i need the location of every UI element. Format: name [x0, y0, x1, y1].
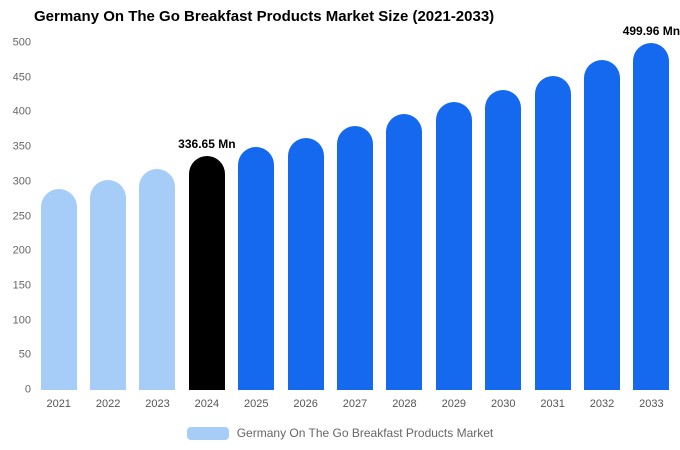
x-label-2032: 2032 — [589, 398, 615, 410]
y-tick-200: 200 — [12, 244, 31, 257]
bar-2021[interactable] — [40, 188, 77, 390]
bar-2028[interactable] — [386, 114, 423, 390]
bar-column-2023 — [133, 43, 182, 390]
plot-column: 336.65 Mn 499.96 Mn 2021 2022 2023 2024 2025 2… — [34, 24, 680, 410]
bar-column-2022 — [83, 43, 132, 390]
x-label-2025: 2025 — [244, 398, 269, 410]
x-label-2022: 2022 — [95, 398, 121, 410]
bar-column-2026 — [281, 43, 330, 390]
bar-2029[interactable] — [435, 102, 472, 390]
x-label-2021: 2021 — [46, 398, 71, 410]
y-tick-300: 300 — [12, 175, 31, 188]
bar-column-2025 — [232, 43, 281, 390]
bar-2022[interactable] — [90, 179, 127, 390]
bar-column-2031 — [528, 43, 577, 390]
x-label-2027: 2027 — [342, 398, 368, 410]
bar-2032[interactable] — [583, 60, 620, 390]
y-tick-50: 50 — [18, 348, 31, 361]
y-tick-450: 450 — [12, 71, 31, 84]
x-label-2024: 2024 — [194, 398, 220, 410]
bars-area: 336.65 Mn 499.96 Mn — [34, 24, 680, 390]
chart-plot-area: 0 50 100 150 200 250 300 350 400 450 500 336.65 Mn… — [8, 24, 680, 410]
bar-column-2027 — [330, 43, 379, 390]
y-tick-350: 350 — [12, 140, 31, 153]
x-label-2023: 2023 — [145, 398, 170, 410]
x-label-2026: 2026 — [293, 398, 318, 410]
bar-column-2030 — [479, 43, 528, 390]
legend-label: Germany On The Go Breakfast Products Mar… — [236, 426, 494, 440]
legend-swatch-icon — [186, 426, 229, 440]
x-label-2030: 2030 — [490, 398, 516, 410]
y-tick-150: 150 — [12, 279, 31, 292]
bar-column-2021 — [34, 43, 83, 390]
bar-2027[interactable] — [337, 126, 374, 390]
bar-2030[interactable] — [485, 89, 522, 390]
x-label-2028: 2028 — [392, 398, 417, 410]
x-label-2033: 2033 — [639, 398, 664, 410]
y-tick-500: 500 — [12, 36, 31, 49]
bar-column-2029 — [429, 43, 478, 390]
bar-annotation-2024: 336.65 Mn — [178, 137, 236, 152]
bar-2026[interactable] — [287, 138, 324, 390]
y-tick-0: 0 — [24, 383, 31, 396]
bar-2024[interactable] — [188, 156, 225, 390]
y-axis: 0 50 100 150 200 250 300 350 400 450 500 — [8, 37, 34, 395]
bar-annotation-2033: 499.96 Mn — [622, 24, 680, 39]
y-tick-400: 400 — [12, 105, 31, 118]
bar-column-2028 — [380, 43, 429, 390]
bar-column-2024: 336.65 Mn — [178, 43, 236, 390]
x-axis-labels: 2021 2022 2023 2024 2025 2026 2027 2028 2029 2030… — [34, 398, 676, 410]
x-label-2029: 2029 — [441, 398, 467, 410]
y-tick-100: 100 — [12, 314, 31, 327]
y-tick-250: 250 — [12, 210, 31, 222]
bar-2031[interactable] — [534, 75, 571, 390]
bar-2025[interactable] — [238, 147, 275, 390]
bar-column-2032 — [577, 43, 626, 390]
chart-title: Germany On The Go Breakfast Products Mar… — [34, 8, 495, 25]
x-label-2031: 2031 — [540, 398, 565, 410]
legend[interactable]: Germany On The Go Breakfast Products Mar… — [0, 426, 680, 440]
bar-column-2033: 499.96 Mn — [623, 24, 680, 390]
bar-2023[interactable] — [139, 169, 176, 390]
bar-2033[interactable] — [633, 43, 670, 390]
